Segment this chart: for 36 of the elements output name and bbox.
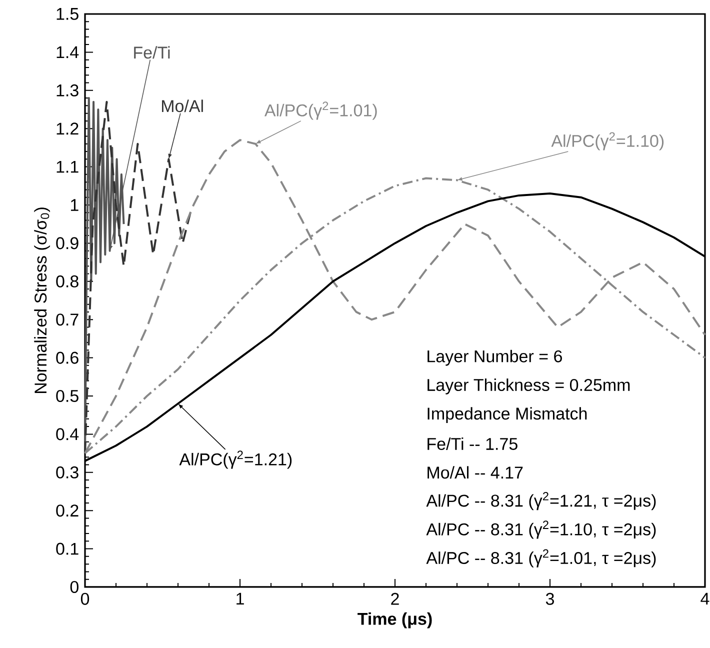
y-tick-label: 0.3 <box>56 466 78 478</box>
y-tick-label: 0.7 <box>56 314 78 326</box>
annotation: Al/PC -- 8.31 (γ$^{2}$=1.21, τ =2μs) <box>426 492 656 510</box>
x-tick-label: 0 <box>80 592 90 605</box>
x-tick-label: 2 <box>391 592 399 605</box>
y-axis-title: Normalized Stress (σ/σ$_{0}$) <box>34 208 50 393</box>
y-tick-label: 1.3 <box>56 84 78 96</box>
y-tick-label: 0.8 <box>56 275 78 288</box>
annotation: Al/PC -- 8.31 (γ$^{2}$=1.01, τ =2μs) <box>426 549 656 568</box>
y-tick-label: 0.6 <box>56 352 78 364</box>
text: Al/PC(γ$^{2}$=1.10) <box>551 132 664 150</box>
series-label: Al/PC(γ$^{2}$=1.01) <box>264 102 377 120</box>
x-tick-label: 1 <box>236 592 244 605</box>
text: Mo/Al <box>162 100 203 112</box>
x-tick-label: 3 <box>546 592 554 605</box>
y-tick-label: 1 <box>70 199 78 211</box>
y-tick-label: 0.2 <box>56 504 78 517</box>
y-tick-label: 1.2 <box>56 122 78 135</box>
annotation: Impedance Mismatch <box>428 407 587 424</box>
annotation: Fe/Ti -- 1.75 <box>428 438 518 450</box>
x-tick-label: 4 <box>700 592 710 605</box>
y-tick-label: 1.1 <box>56 160 78 173</box>
y-tick-label: 0.5 <box>56 390 78 402</box>
annotation: Layer Thickness = 0.25mm <box>428 378 630 394</box>
annotation: Layer Number = 6 <box>428 350 562 366</box>
y-tick-label: 0.9 <box>56 237 78 250</box>
annotation: Mo/Al -- 4.17 <box>428 466 523 479</box>
y-tick-label: 1.5 <box>56 8 78 20</box>
y-tick-label: 0 <box>70 580 78 594</box>
y-tick-label: 0.4 <box>56 428 79 440</box>
y-tick-label: 1.4 <box>56 46 79 58</box>
text: Fe/Ti <box>134 46 170 59</box>
text: Al/PC(γ$^{2}$=1.21) <box>179 450 292 469</box>
annotation: Al/PC -- 8.31 (γ$^{2}$=1.10, τ =2μs) <box>426 520 656 539</box>
y-tick-label: 0.1 <box>56 542 78 555</box>
x-axis-title: Time (μs) <box>358 612 432 628</box>
